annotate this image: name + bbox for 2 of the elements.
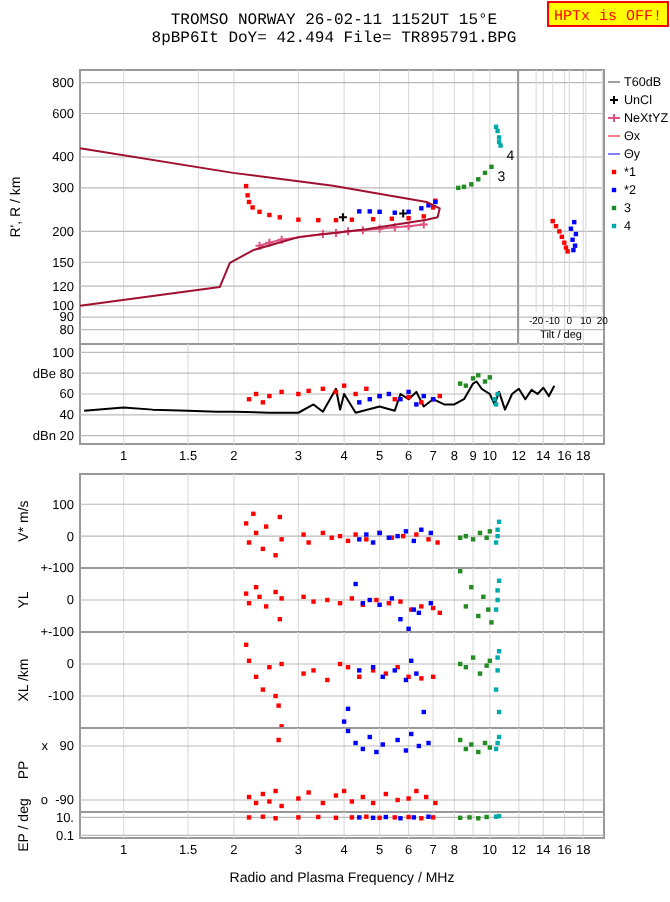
- chart-title: TROMSO NORWAY 26-02-11 1152UT 15°E: [170, 12, 498, 30]
- chart-subtitle: 8pBP6It DoY= 42.494 File= TR895791.BPG: [151, 30, 517, 48]
